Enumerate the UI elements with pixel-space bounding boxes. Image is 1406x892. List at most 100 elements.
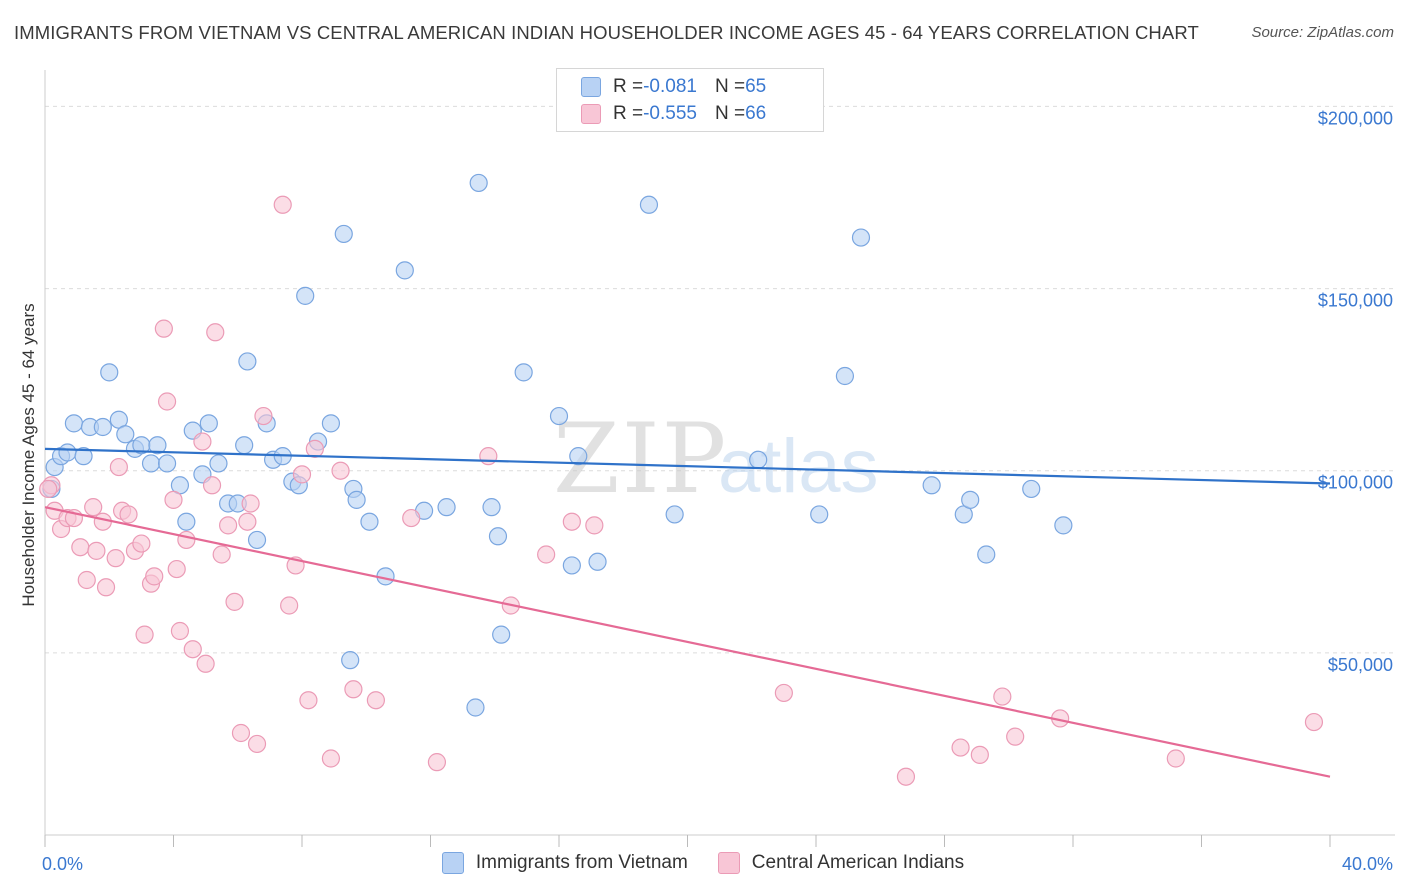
data-point — [922, 476, 941, 495]
data-point — [961, 490, 980, 509]
data-point — [469, 173, 488, 193]
data-point — [170, 621, 190, 641]
data-point — [93, 512, 112, 531]
data-point — [366, 691, 385, 710]
gridlines — [45, 105, 1395, 654]
x-tick-label-min: 0.0% — [42, 854, 83, 874]
data-point — [562, 512, 581, 531]
data-point — [466, 698, 485, 717]
legend-item-vietnam[interactable]: Immigrants from Vietnam — [441, 852, 688, 874]
data-point — [71, 538, 90, 557]
y-tick-labels: $50,000 $100,000 $150,000 $200,000 — [1318, 108, 1393, 674]
y-tick-label: $200,000 — [1318, 108, 1393, 128]
data-point — [749, 450, 768, 469]
data-point — [109, 457, 128, 477]
y-tick-label: $150,000 — [1318, 291, 1393, 311]
data-point — [562, 556, 581, 575]
data-point — [87, 541, 106, 560]
data-point — [145, 567, 164, 586]
data-point — [993, 687, 1012, 706]
data-point — [488, 527, 508, 546]
watermark: ZIP atlas — [553, 403, 879, 515]
data-point — [64, 414, 84, 433]
data-point — [241, 494, 260, 513]
legend-n-label: N = — [714, 76, 746, 97]
data-point — [427, 753, 447, 772]
data-point — [84, 498, 103, 517]
source-label: Source: ZipAtlas.com — [1251, 24, 1394, 41]
data-point — [235, 436, 254, 455]
data-point — [665, 505, 684, 524]
data-point — [299, 691, 318, 710]
trend-line-vietnam — [44, 447, 1331, 485]
y-tick-label: $50,000 — [1328, 655, 1393, 675]
legend-label-vietnam: Immigrants from Vietnam — [475, 852, 688, 873]
data-point — [334, 224, 353, 244]
data-point — [157, 454, 177, 473]
data-point — [347, 490, 366, 509]
data-point — [183, 640, 202, 659]
data-point — [39, 479, 58, 499]
correlation-legend: R = -0.081 N = 65 R = -0.555 N = 66 — [556, 68, 824, 132]
data-point — [164, 490, 183, 509]
data-point — [273, 195, 292, 214]
data-point — [549, 406, 569, 426]
x-tick-label-max: 40.0% — [1342, 854, 1393, 874]
data-point — [514, 363, 533, 382]
data-point — [810, 505, 829, 524]
data-point — [238, 352, 257, 371]
legend-swatch-pink — [581, 104, 601, 124]
data-point — [132, 534, 151, 553]
y-axis-label: Householder Income Ages 45 - 64 years — [19, 303, 38, 606]
data-point — [74, 447, 93, 466]
watermark-atlas: atlas — [718, 424, 879, 509]
legend-r-label: R = — [613, 76, 644, 97]
data-point — [951, 738, 970, 757]
data-point — [588, 552, 607, 571]
data-point — [851, 228, 871, 247]
legend-item-central-american[interactable]: Central American Indians — [717, 852, 965, 874]
legend-n-value: 65 — [745, 76, 767, 97]
data-point — [196, 654, 215, 673]
data-point — [167, 559, 186, 579]
legend-r-value: -0.555 — [643, 103, 697, 124]
data-point — [199, 414, 218, 433]
legend-swatch-pink — [717, 852, 740, 874]
chart-title: IMMIGRANTS FROM VIETNAM VS CENTRAL AMERI… — [14, 22, 1199, 43]
data-point — [639, 195, 659, 214]
series-legend: Immigrants from Vietnam Central American… — [0, 852, 1406, 874]
data-point — [141, 454, 161, 473]
data-point — [479, 447, 498, 466]
data-point — [1054, 516, 1073, 535]
data-point — [212, 545, 231, 564]
legend-label-central-american: Central American Indians — [751, 852, 965, 873]
data-point — [202, 476, 222, 495]
data-point — [1304, 712, 1324, 732]
legend-swatch-blue — [441, 852, 464, 874]
data-point — [341, 651, 360, 670]
data-point — [96, 578, 116, 597]
data-point — [225, 592, 244, 611]
data-point — [254, 406, 273, 426]
data-point — [292, 465, 312, 484]
y-tick-label: $100,000 — [1318, 473, 1393, 493]
data-point — [360, 512, 379, 531]
data-point — [492, 625, 511, 644]
data-point — [157, 392, 177, 411]
data-point — [177, 512, 196, 531]
data-point — [177, 530, 196, 550]
data-point — [77, 570, 96, 590]
data-point — [93, 417, 112, 437]
data-point — [193, 432, 212, 451]
data-point — [296, 286, 315, 305]
data-point — [1022, 479, 1041, 499]
data-point — [321, 414, 341, 433]
data-point — [835, 366, 855, 386]
data-point — [247, 530, 267, 550]
data-point — [585, 516, 604, 535]
data-point — [1006, 727, 1025, 746]
x-tick-labels: 0.0% 40.0% — [42, 854, 1393, 874]
trend-line-central-american — [44, 506, 1331, 778]
data-point — [331, 461, 350, 480]
